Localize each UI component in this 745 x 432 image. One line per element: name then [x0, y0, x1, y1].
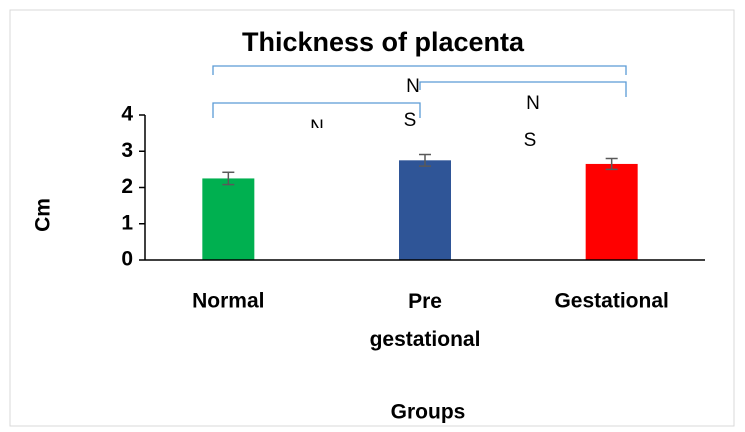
- bracket: [212, 65, 627, 75]
- y-tick-label: 4: [121, 103, 133, 126]
- error-bar: [605, 157, 618, 171]
- x-tick-label: Gestational: [554, 290, 668, 313]
- y-axis-label: Cm: [32, 198, 55, 232]
- bracket: [419, 81, 627, 97]
- x-axis-label: Groups: [391, 401, 466, 424]
- bar: [399, 160, 451, 260]
- error-bar: [222, 171, 235, 186]
- chart-title: Thickness of placenta: [242, 27, 525, 57]
- annotation: N: [526, 93, 540, 114]
- bar: [202, 178, 255, 260]
- annotation: S: [524, 130, 537, 151]
- annotation: N: [310, 117, 324, 138]
- annotation: S: [404, 110, 417, 131]
- clipped-annotation: N: [310, 117, 324, 138]
- error-bar: [419, 153, 431, 167]
- y-tick-label: 2: [121, 175, 133, 198]
- y-tick-label: 1: [121, 211, 133, 234]
- significance-brackets: [212, 65, 627, 118]
- annotation: N: [406, 76, 420, 97]
- bar: [585, 163, 638, 260]
- x-tick-label: Normal: [192, 290, 264, 313]
- y-tick-label: 0: [121, 248, 133, 271]
- x-tick-label: Pre gestational: [370, 290, 481, 351]
- bracket: [212, 102, 421, 118]
- y-tick-label: 3: [121, 139, 133, 162]
